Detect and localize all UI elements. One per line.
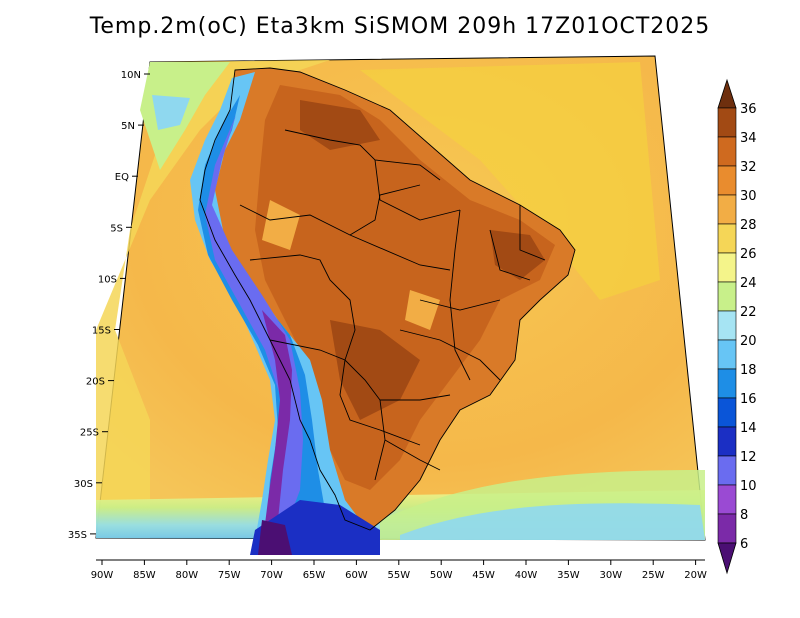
colorbar-label: 32 [740,160,757,175]
lon-label: 30W [599,570,622,581]
colorbar-swatch [717,368,737,399]
lat-label: 20S [86,377,105,388]
lon-label: 50W [430,570,453,581]
lon-label: 45W [472,570,495,581]
colorbar-label: 26 [740,247,757,262]
lon-label: 70W [260,570,283,581]
lon-label: 20W [684,570,707,581]
ocean-atlantic-warm [360,62,660,300]
colorbar-swatch [717,310,737,341]
colorbar-swatch [717,484,737,515]
colorbar-swatch [717,107,737,138]
colorbar-label: 8 [740,508,748,523]
ocean-pacific-cool [96,60,330,538]
ocean-nw-cool [140,62,230,170]
colorbar-swatch [717,223,737,254]
lon-label: 80W [175,570,198,581]
patagonia-purple [258,520,292,555]
colorbar-swatch [717,513,737,544]
lat-label: 10S [98,274,117,285]
lat-label: 25S [80,428,99,439]
colorbar-label: 18 [740,363,757,378]
colorbar-label: 16 [740,392,757,407]
colorbar-swatch [717,397,737,428]
land-cooler-northeast [262,200,440,330]
lon-label: 55W [387,570,410,581]
colorbar-swatch [717,455,737,486]
colorbar-label: 34 [740,131,757,146]
latitude-axis: 10N 5N EQ 5S 10S 15S 20S 25S 30S 35S [68,70,150,541]
colorbar-swatch [717,252,737,283]
colorbar-max-arrow [717,78,737,109]
map-title: Temp.2m(oC) Eta3km SiSMOM 209h 17Z01OCT2… [89,14,711,39]
colorbar-swatch [717,136,737,167]
lat-label: 5N [121,121,135,132]
colorbar-label: 24 [740,276,757,291]
lon-label: 60W [345,570,368,581]
colorbar-label: 36 [740,102,757,117]
colorbar-swatch [717,339,737,370]
colorbar-label: 28 [740,218,757,233]
lat-label: 10N [121,70,141,81]
colorbar-swatch [717,281,737,312]
colorbar-label: 20 [740,334,757,349]
colorbar: 36 34 32 30 28 26 24 22 20 18 16 14 12 10 8 6 [717,78,757,575]
colorbar-label: 6 [740,537,748,552]
lat-label: 30S [74,479,93,490]
lat-label: 5S [110,223,123,234]
longitude-axis: 90W 85W 80W 75W 70W 65W 60W 55W 50W 45W 40W 35W 30W 2… [91,559,707,581]
colorbar-label: 10 [740,479,757,494]
lon-label: 25W [642,570,665,581]
ocean-nw-cold [152,95,190,130]
colorbar-label: 22 [740,305,757,320]
lon-label: 40W [515,570,538,581]
lat-label: EQ [115,172,129,183]
colorbar-label: 30 [740,189,757,204]
lat-label: 35S [68,530,87,541]
country-borders [199,67,576,531]
ocean-south-atlantic-cold [400,503,705,540]
land-hottest [300,100,545,420]
colorbar-label: 12 [740,450,757,465]
lat-label: 15S [92,326,111,337]
andes-frigid [205,115,303,540]
lon-label: 75W [218,570,241,581]
colorbar-label: 14 [740,421,757,436]
colorbar-swatch [717,165,737,196]
lon-label: 65W [303,570,326,581]
colorbar-swatch [717,426,737,457]
colorbar-min-arrow [717,542,737,575]
lon-label: 90W [91,570,114,581]
andes-cool-band [190,72,360,540]
lon-label: 85W [133,570,156,581]
colorbar-swatch [717,194,737,225]
lon-label: 35W [557,570,580,581]
land-hot-core [255,85,555,490]
